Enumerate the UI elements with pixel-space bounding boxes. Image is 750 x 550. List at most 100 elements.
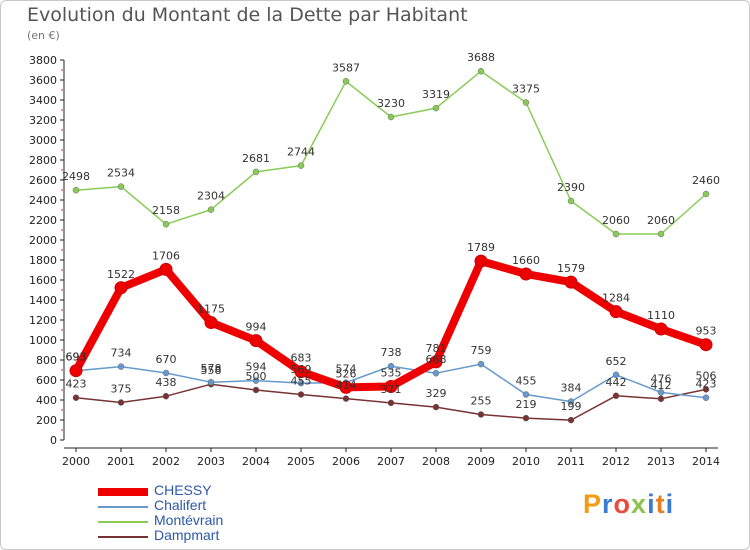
data-point [387,362,395,370]
y-tick-label: 3400 [29,94,57,107]
x-tick-label: 2008 [422,455,450,468]
data-label: 255 [471,395,492,408]
x-tick-label: 2013 [647,455,675,468]
y-tick-label: 800 [36,354,57,367]
data-point [657,230,665,238]
data-point [429,355,443,369]
data-label: 423 [696,378,717,391]
data-label: 219 [516,398,537,411]
data-point [162,369,170,377]
x-tick-label: 2006 [332,455,360,468]
x-tick-label: 2001 [107,455,135,468]
data-label: 3230 [377,97,405,110]
data-label: 1706 [152,249,180,262]
data-point [117,183,125,190]
data-label: 652 [606,355,627,368]
y-tick-label: 3600 [29,74,57,87]
data-label: 438 [156,376,177,389]
data-point [159,262,173,276]
data-point [612,392,620,400]
data-point [477,360,485,368]
legend-swatch-montevrain [98,521,148,523]
data-label: 594 [246,361,267,374]
x-tick-label: 2014 [692,455,720,468]
y-tick-label: 1200 [29,314,57,327]
data-point [567,416,575,424]
data-label: 693 [66,351,87,364]
y-tick-label: 0 [50,434,57,447]
chart-title: Evolution du Montant de la Dette par Hab… [27,4,468,26]
data-label: 2304 [197,190,225,203]
data-point [477,67,485,75]
data-label: 578 [201,362,222,375]
data-label: 569 [291,363,312,376]
y-tick-label: 2000 [29,234,57,247]
logo-letter: o [613,489,632,519]
data-point [117,363,125,370]
y-tick-label: 200 [36,414,57,427]
y-tick-label: 3800 [29,54,57,67]
data-point [252,168,260,176]
data-label: 1110 [647,309,675,322]
y-tick-label: 2400 [29,194,57,207]
data-label: 2744 [287,146,315,159]
data-label: 2060 [647,214,675,227]
data-label: 329 [426,387,447,400]
data-label: 2390 [557,181,585,194]
y-tick-label: 1400 [29,294,57,307]
data-point [477,411,485,418]
data-label: 2534 [107,167,135,180]
data-point [384,380,398,393]
x-tick-label: 2010 [512,455,540,468]
data-label: 3587 [332,61,360,74]
data-label: 414 [336,379,357,392]
data-point [207,206,215,213]
data-label: 1660 [512,254,540,267]
logo-letter: r [602,489,614,519]
y-tick-label: 3200 [29,114,57,127]
data-label: 375 [111,383,132,396]
data-label: 442 [606,376,627,389]
data-label: 693 [66,351,87,364]
data-point [522,414,530,422]
data-label: 455 [291,375,312,388]
data-point [612,371,620,379]
data-label: 3319 [422,88,450,101]
y-tick-label: 2600 [29,174,57,187]
data-label: 781 [426,342,447,355]
logo-letter: P [583,489,603,519]
data-point [69,364,83,378]
data-label: 668 [426,353,447,366]
data-point [432,369,440,377]
data-label: 455 [516,375,537,388]
data-point [432,403,440,411]
data-label: 670 [156,353,177,366]
x-tick-label: 2011 [557,455,585,468]
data-point [702,190,710,198]
y-tick-label: 1600 [29,274,57,287]
data-point [294,365,308,379]
data-label: 734 [111,347,132,360]
data-point [207,378,215,386]
chart-subtitle: (en €) [27,29,60,42]
data-point [474,254,488,268]
data-label: 423 [66,378,87,391]
legend-label-chalifert: Chalifert [154,497,207,513]
proxiti-logo: Proxiti [583,489,674,520]
data-label: 738 [381,346,402,359]
x-tick-label: 2007 [377,455,405,468]
data-point [609,305,623,319]
data-label: 384 [561,382,582,395]
logo-letter: i [665,489,675,519]
data-point [522,99,530,106]
data-label: 371 [381,383,402,396]
y-tick-label: 3000 [29,134,57,147]
legend-label-chessy: CHESSY [154,482,212,498]
x-tick-label: 2003 [197,455,225,468]
data-label: 994 [246,321,267,334]
data-label: 2060 [602,214,630,227]
data-point [657,389,665,396]
data-point [72,394,80,401]
